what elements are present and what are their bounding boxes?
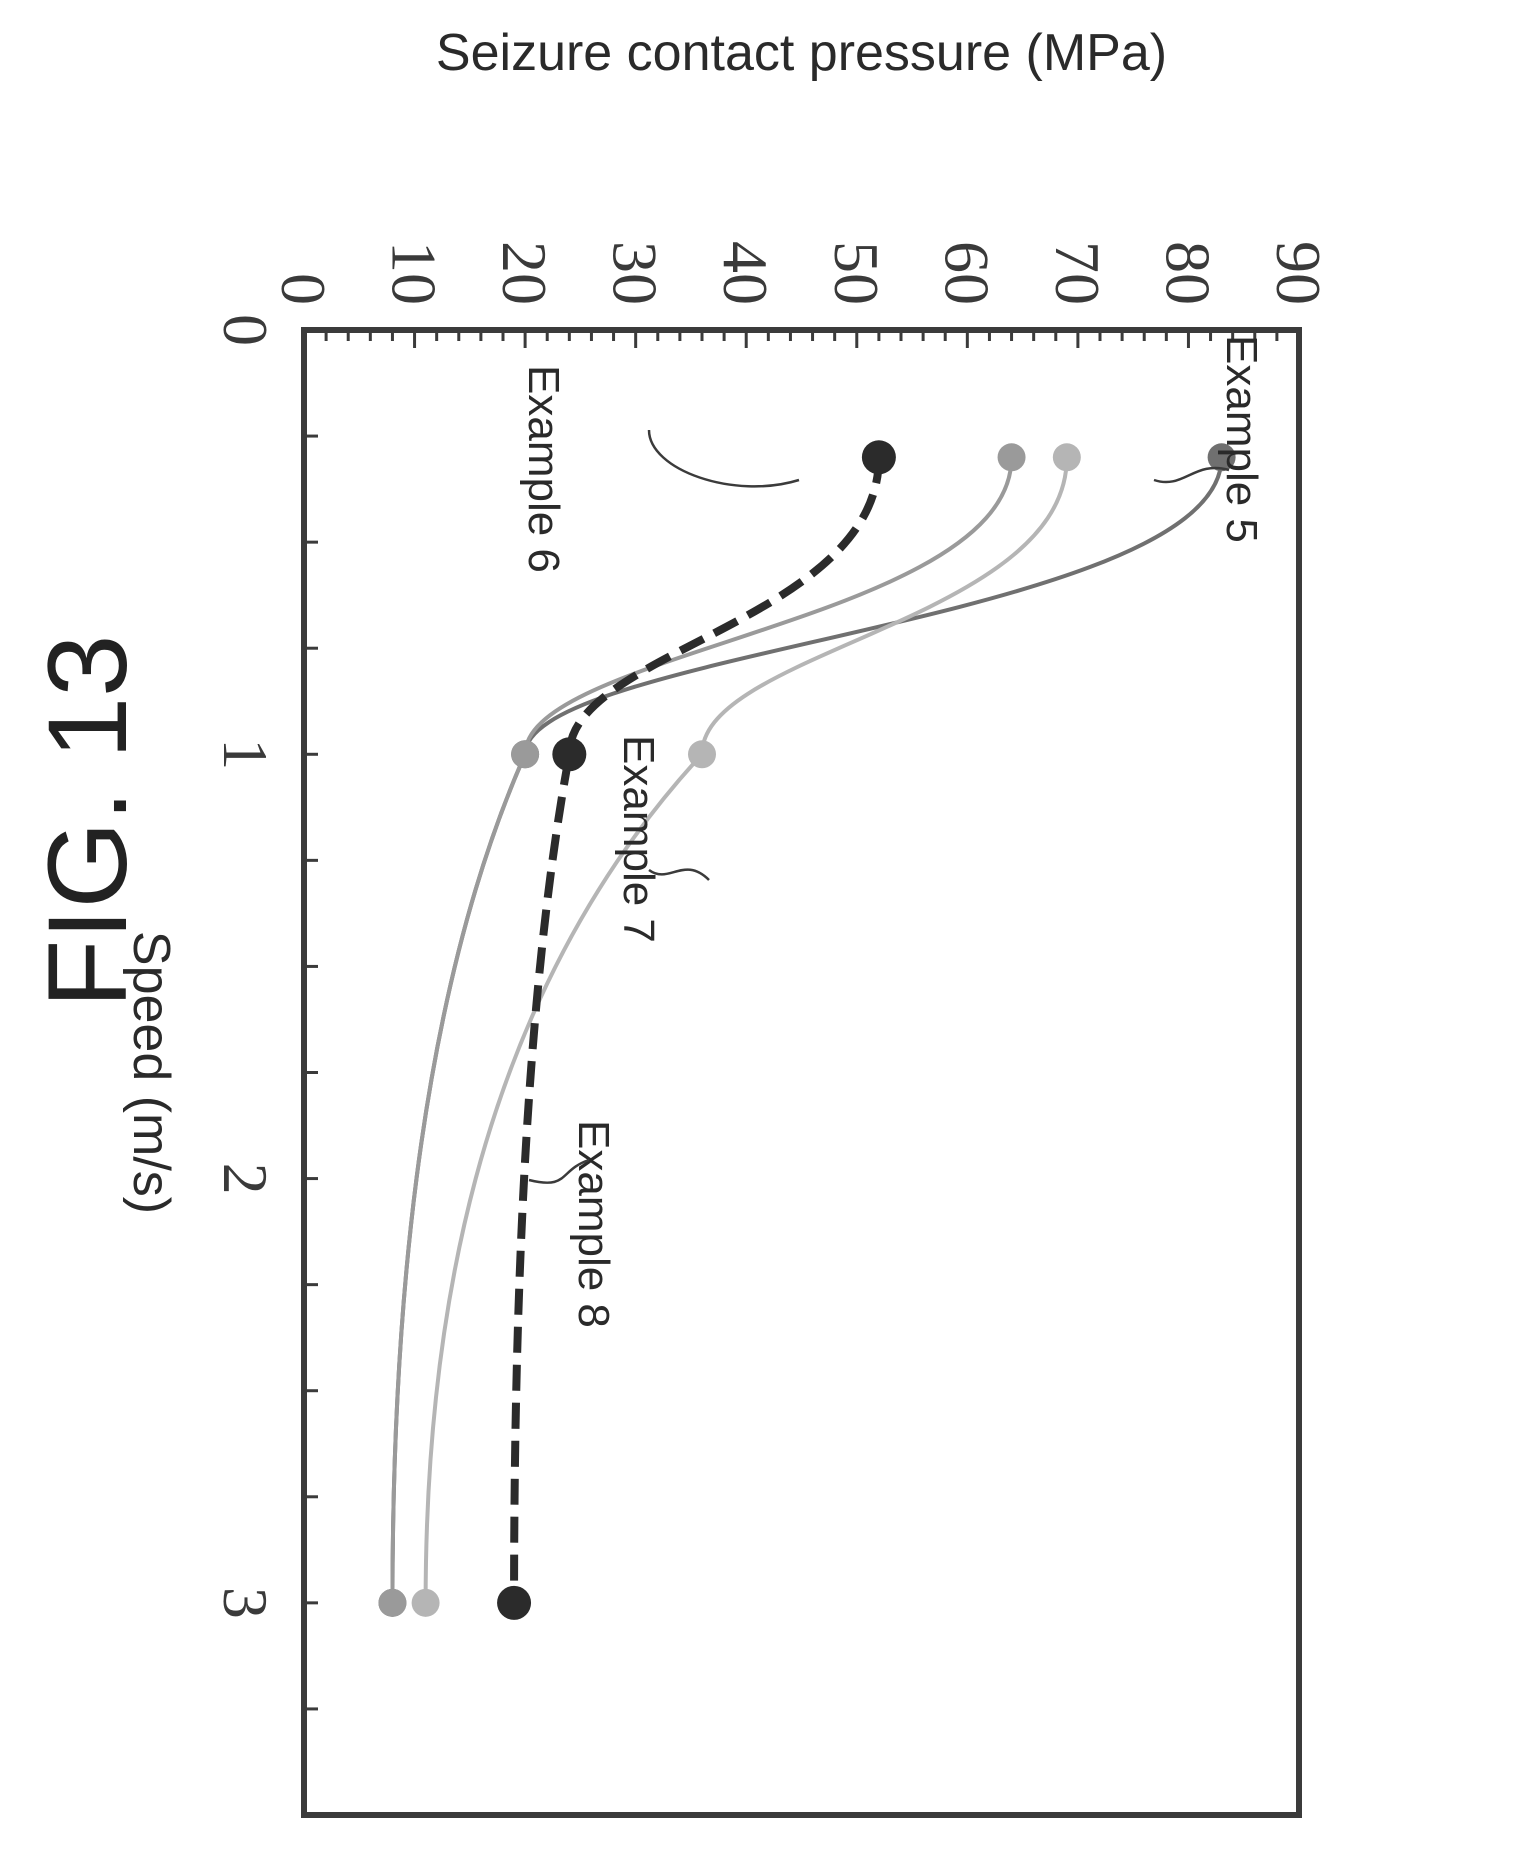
series-line bbox=[390, 457, 1224, 1603]
data-point bbox=[411, 1588, 440, 1617]
series-line bbox=[423, 457, 1069, 1603]
x-tick-label: 3 bbox=[210, 1587, 281, 1619]
y-axis-label: Seizure contact pressure (MPa) bbox=[436, 24, 1167, 82]
data-point bbox=[1207, 443, 1236, 472]
data-point bbox=[497, 1585, 532, 1620]
series-line bbox=[390, 457, 1014, 1603]
series-label-leader bbox=[647, 429, 800, 488]
series-label-leader bbox=[528, 1158, 590, 1184]
series-label-leader bbox=[648, 868, 710, 881]
series-label: Example 6 bbox=[519, 365, 568, 573]
data-point bbox=[688, 740, 716, 769]
axis-ticks bbox=[304, 330, 1279, 1711]
y-tick-label: 80 bbox=[1152, 241, 1223, 305]
y-tick-label: 60 bbox=[931, 241, 1002, 305]
annotations: Example 5 Example 6 Example 7 Example 8 bbox=[519, 335, 1266, 1328]
y-tick-label: 30 bbox=[600, 241, 671, 305]
y-tick-label: 10 bbox=[379, 241, 450, 305]
y-tick-label: 20 bbox=[489, 241, 560, 305]
series-label-leader bbox=[1153, 466, 1230, 484]
data-point bbox=[378, 1588, 407, 1617]
y-tick-label: 70 bbox=[1042, 241, 1113, 305]
y-tick-label: 90 bbox=[1263, 241, 1334, 305]
data-point bbox=[1052, 443, 1081, 472]
tick-labels: 0 10 20 30 40 50 60 70 80 90 0 1 2 3 bbox=[210, 241, 1334, 1619]
series-label: Example 7 bbox=[614, 735, 663, 943]
x-tick-label: 0 bbox=[210, 314, 281, 346]
data-point bbox=[511, 740, 540, 769]
x-tick-label: 1 bbox=[210, 738, 281, 770]
data-point bbox=[861, 440, 896, 475]
data-points bbox=[378, 440, 1236, 1620]
series-label: Example 5 bbox=[1217, 335, 1266, 543]
y-tick-label: 50 bbox=[821, 241, 892, 305]
series-lines bbox=[390, 457, 1224, 1603]
data-point bbox=[552, 737, 587, 772]
series-line bbox=[510, 457, 883, 1603]
plot-frame bbox=[301, 327, 1302, 1818]
x-tick-label: 2 bbox=[210, 1163, 281, 1195]
y-tick-label: 40 bbox=[710, 241, 781, 305]
x-axis-label: Speed (m/s) bbox=[122, 931, 180, 1214]
y-tick-label: 0 bbox=[268, 273, 339, 305]
data-point bbox=[997, 443, 1026, 472]
series-label: Example 8 bbox=[569, 1120, 618, 1328]
